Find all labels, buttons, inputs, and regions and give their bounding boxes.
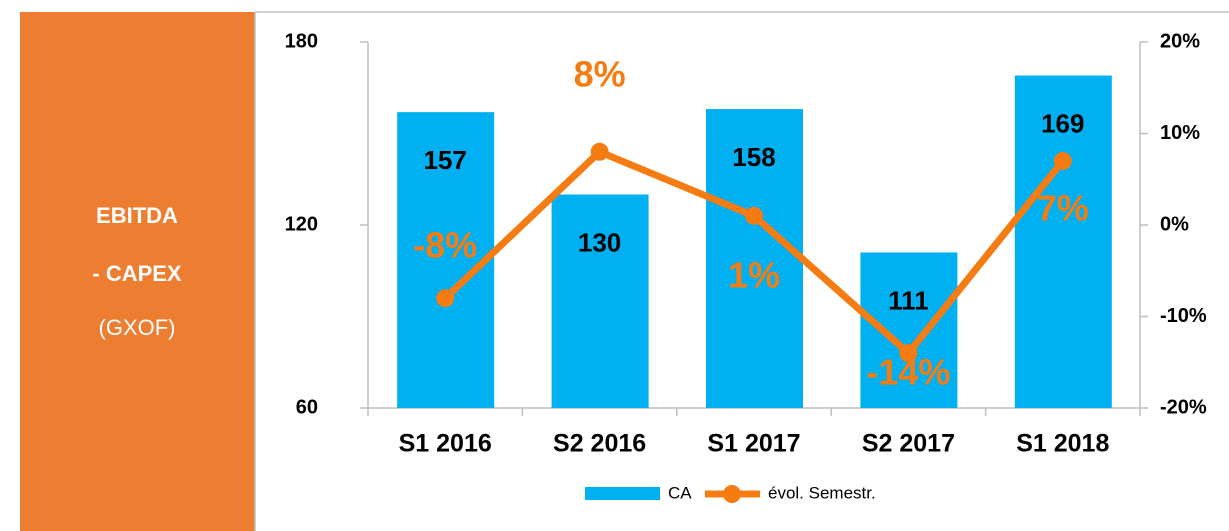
bar bbox=[860, 252, 958, 408]
legend-label: évol. Semestr. bbox=[768, 483, 876, 502]
y-tick-label: 120 bbox=[285, 213, 318, 235]
line-point bbox=[436, 289, 455, 308]
bar-label: 130 bbox=[578, 227, 621, 257]
y-tick-label: 180 bbox=[285, 30, 318, 52]
line-point bbox=[1053, 151, 1072, 170]
legend-label: CA bbox=[668, 483, 692, 502]
y2-tick-label: 10% bbox=[1160, 122, 1200, 144]
y2-tick-label: 0% bbox=[1160, 213, 1189, 235]
line-label: 7% bbox=[1037, 187, 1089, 228]
y2-tick-label: -10% bbox=[1160, 305, 1207, 327]
panel-title: EBITDA bbox=[96, 203, 178, 228]
x-tick-label: S2 2016 bbox=[553, 430, 646, 458]
line-point bbox=[899, 344, 918, 363]
x-tick-label: S1 2017 bbox=[707, 430, 800, 458]
line-point bbox=[745, 206, 763, 225]
bar-label: 157 bbox=[424, 145, 467, 175]
line-label: 8% bbox=[574, 53, 626, 94]
y2-tick-label: 20% bbox=[1160, 30, 1200, 52]
bar bbox=[1014, 75, 1112, 409]
x-tick-label: S1 2018 bbox=[1016, 430, 1109, 458]
bar bbox=[397, 112, 495, 409]
legend-swatch bbox=[585, 487, 660, 500]
panel-unit: (GXOF) bbox=[99, 315, 176, 340]
line-label: -14% bbox=[866, 352, 950, 393]
bar bbox=[706, 109, 803, 408]
x-tick-label: S1 2016 bbox=[399, 430, 492, 458]
line-label: 1% bbox=[728, 254, 780, 295]
y-tick-label: 60 bbox=[296, 396, 318, 418]
legend-swatch bbox=[723, 485, 741, 503]
line-label: -8% bbox=[413, 225, 477, 266]
bar bbox=[551, 194, 649, 408]
line-point bbox=[590, 142, 609, 161]
bar-label: 111 bbox=[888, 285, 929, 315]
side-panel bbox=[20, 12, 255, 531]
bar-label: 169 bbox=[1041, 108, 1084, 138]
x-tick-label: S2 2017 bbox=[862, 430, 955, 458]
y2-tick-label: -20% bbox=[1160, 396, 1207, 418]
panel-title: - CAPEX bbox=[92, 261, 182, 286]
bar-label: 158 bbox=[732, 142, 775, 172]
